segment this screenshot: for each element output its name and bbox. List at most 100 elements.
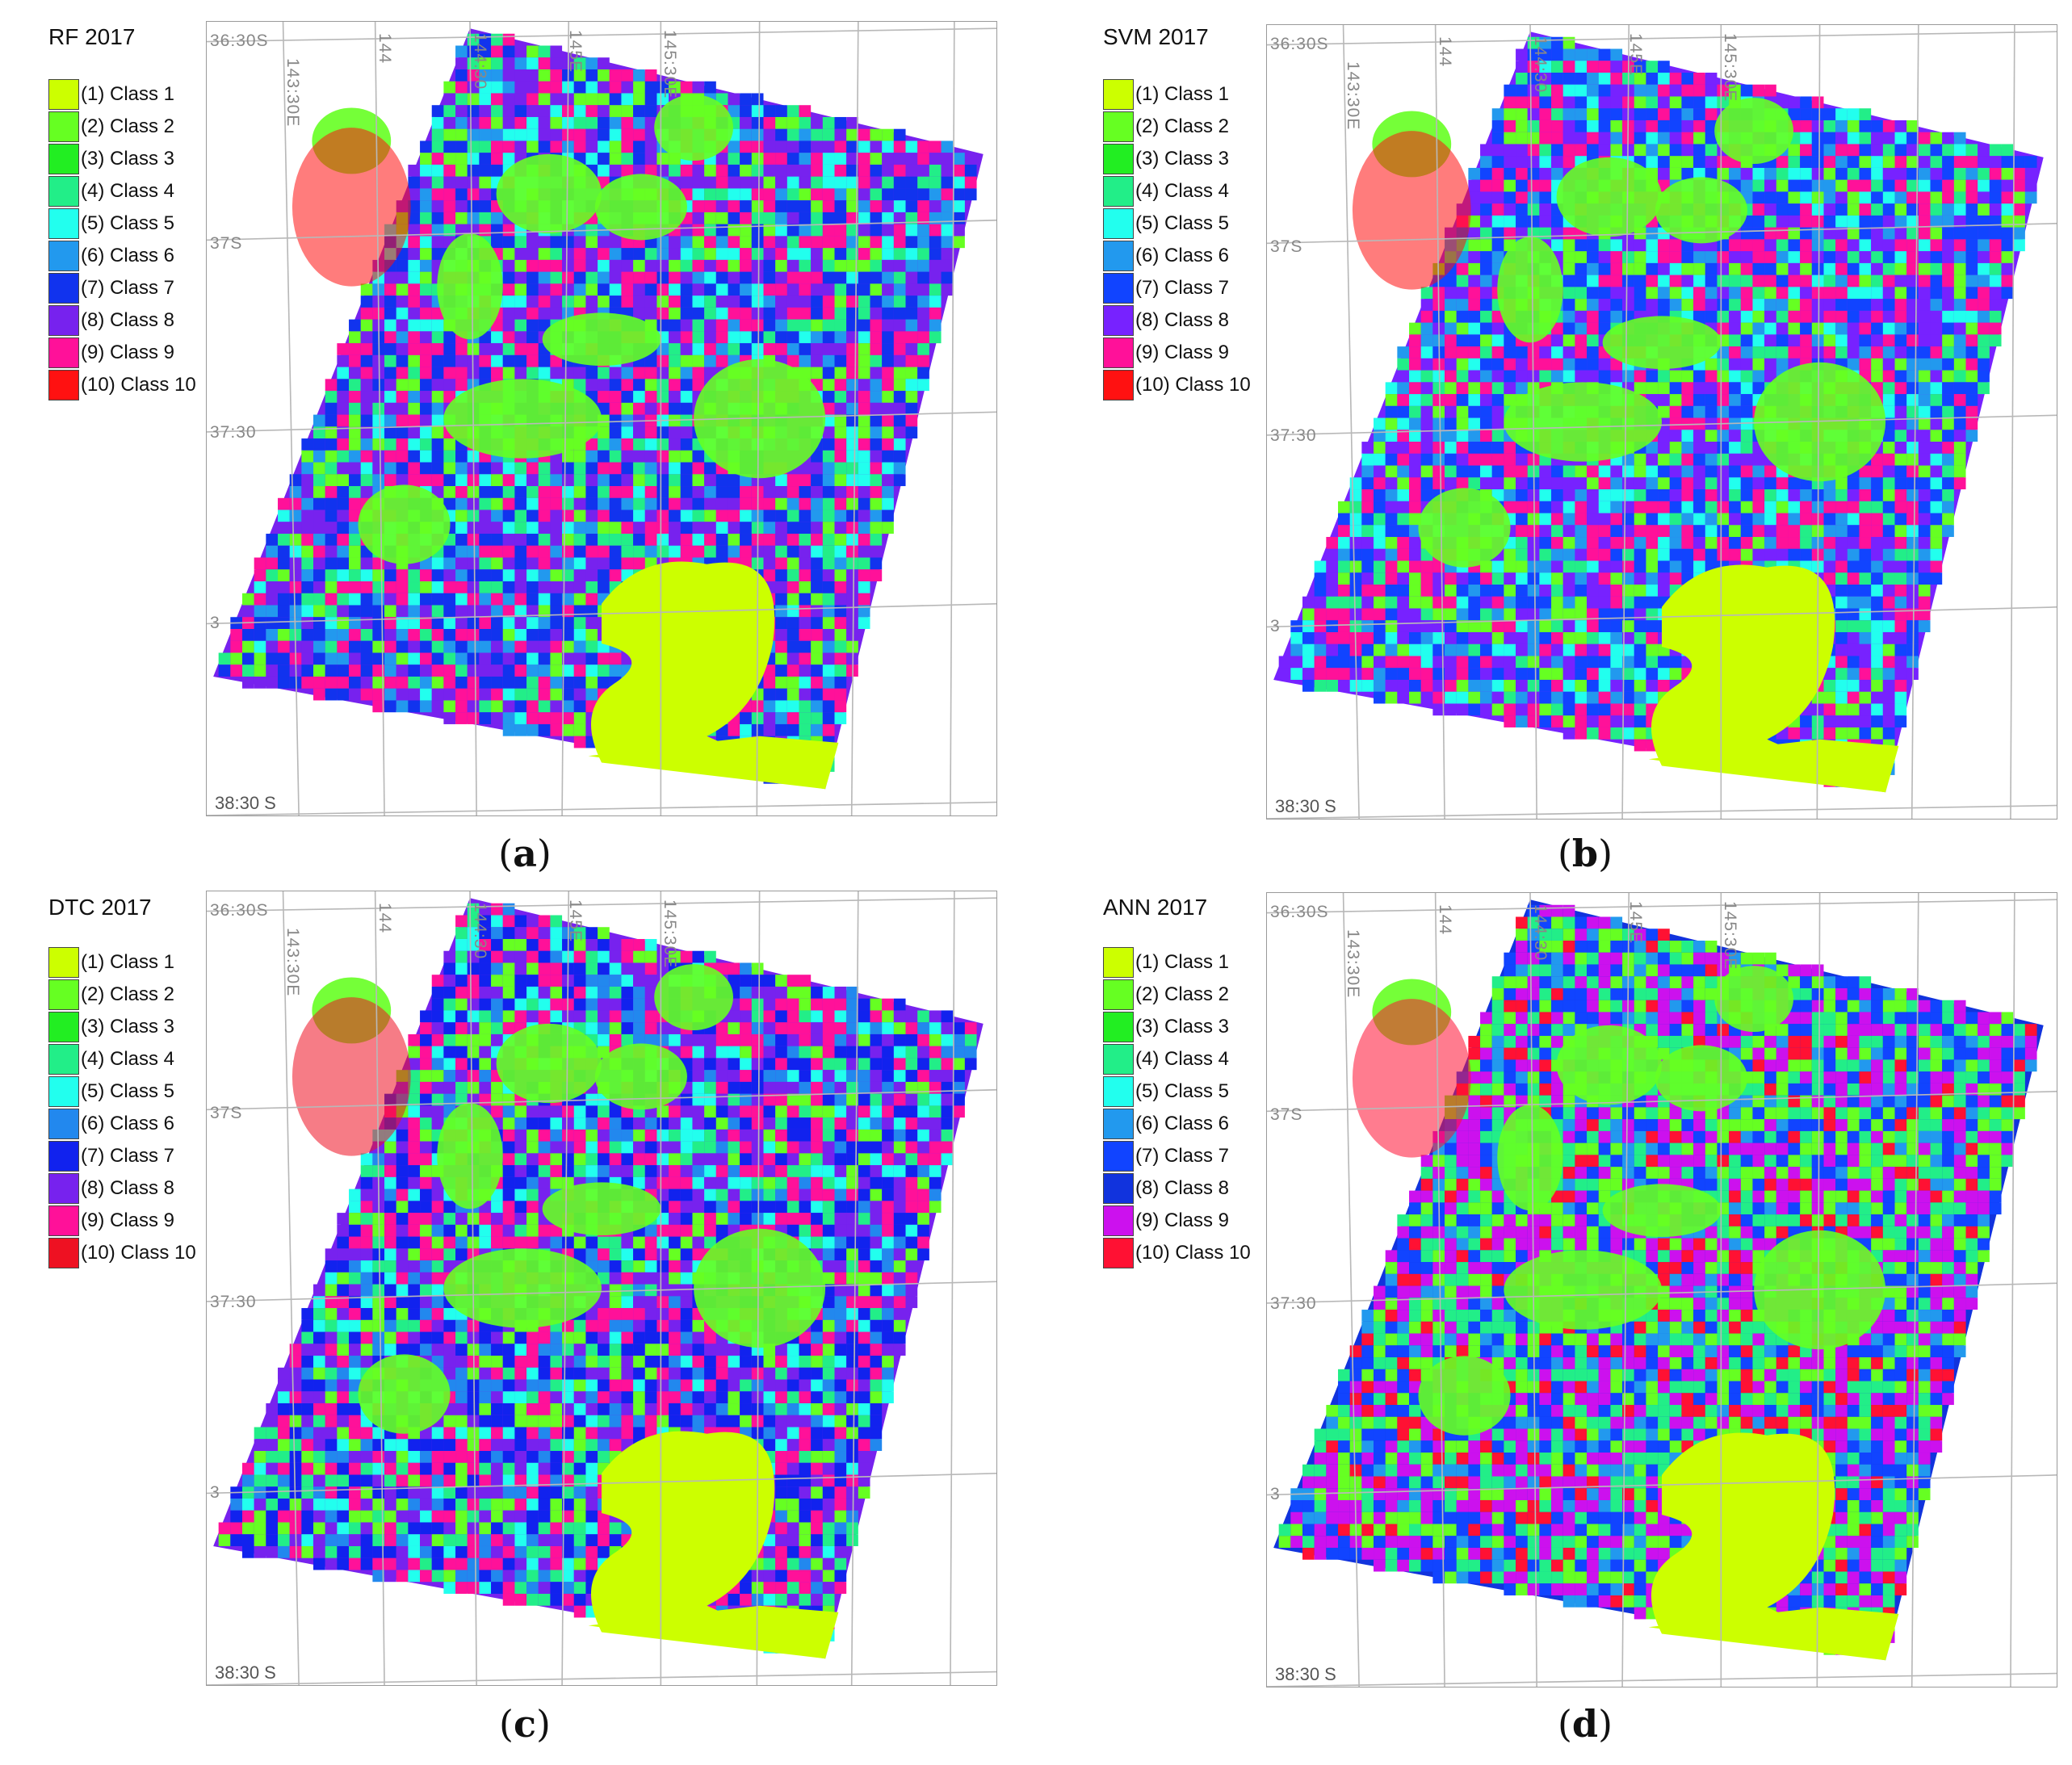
map-cell: [1587, 525, 1599, 538]
map-cell: [289, 581, 302, 593]
map-cell: [573, 81, 586, 94]
map-cell: [728, 296, 740, 308]
map-cell: [1681, 453, 1694, 466]
map-cell: [2013, 203, 2025, 216]
map-cell: [337, 486, 350, 498]
map-cell: [1752, 453, 1765, 466]
map-cell: [1587, 239, 1599, 252]
map-cell: [1918, 191, 1931, 204]
map-cell: [633, 534, 645, 546]
map-cell: [858, 283, 870, 296]
map-cell: [1764, 525, 1776, 538]
map-cell: [526, 486, 539, 498]
map-cell: [254, 581, 266, 593]
map-cell: [1871, 596, 1883, 609]
map-cell: [1516, 596, 1528, 609]
legend-label: (5) Class 5: [81, 212, 175, 234]
map-cell: [1562, 513, 1575, 526]
map-cell: [704, 462, 716, 475]
map-cell: [585, 93, 598, 106]
map-cell: [1764, 358, 1776, 371]
map-cell: [301, 438, 314, 451]
map-cell: [1610, 84, 1623, 97]
map-cell: [1539, 191, 1552, 204]
map-cell: [514, 69, 527, 82]
map-cell: [455, 176, 468, 189]
map-cell: [751, 343, 764, 355]
map-cell: [704, 224, 716, 237]
map-cell: [467, 593, 480, 606]
map-cell: [1906, 394, 1919, 406]
map-cell: [1551, 156, 1563, 168]
map-cell: [1705, 548, 1718, 561]
map-cell: [811, 354, 823, 367]
map-cell: [1705, 108, 1718, 120]
map-cell: [1397, 465, 1410, 478]
map-cell: [573, 652, 586, 665]
map-cell: [1669, 513, 1682, 526]
map-cell: [1942, 310, 1954, 323]
map-cell: [573, 688, 586, 701]
map-cell: [621, 438, 634, 451]
map-cell: [1575, 262, 1588, 275]
map-cell: [479, 497, 492, 510]
map-cell: [1800, 525, 1812, 538]
map-cell: [1551, 501, 1563, 514]
map-cell: [1575, 48, 1588, 61]
map-cell: [1669, 275, 1682, 287]
map-cell: [585, 640, 598, 653]
map-cell: [443, 664, 456, 677]
map-cell: [763, 569, 776, 582]
map-cell: [692, 319, 705, 332]
map-cell: [1752, 215, 1765, 228]
map-cell: [1882, 310, 1895, 323]
map-cell: [858, 354, 870, 367]
map-cell: [420, 176, 432, 189]
map-cell: [1669, 394, 1682, 406]
map-cell: [420, 367, 432, 379]
map-cell: [585, 628, 598, 641]
map-cell: [1882, 477, 1895, 490]
map-cell: [1634, 72, 1646, 85]
map-cell: [502, 57, 515, 69]
map-cell: [692, 367, 705, 379]
map-cell: [1989, 144, 2002, 157]
map-cell: [799, 105, 812, 117]
map-cell: [656, 93, 669, 106]
map-cell: [1918, 299, 1931, 311]
map-cell: [585, 688, 598, 701]
map-cell: [479, 581, 492, 593]
map-cell: [834, 283, 847, 296]
map-cell: [763, 497, 776, 510]
map-cell: [1752, 167, 1765, 180]
map-cell: [1717, 405, 1730, 418]
map-cell: [1800, 119, 1812, 132]
map-cell: [1480, 239, 1492, 252]
map-cell: [1859, 477, 1872, 490]
map-cell: [1823, 251, 1836, 263]
map-cell: [1658, 119, 1670, 132]
map-cell: [431, 212, 444, 224]
map-cell: [834, 652, 847, 665]
map-cell: [1953, 465, 1966, 478]
map-cell: [656, 296, 669, 308]
map-cell: [1729, 167, 1741, 180]
map-cell: [301, 628, 314, 641]
map-cell: [858, 486, 870, 498]
map-cell: [1811, 203, 1824, 216]
map-cell: [337, 426, 350, 439]
map-cell: [573, 93, 586, 106]
map-cell: [337, 688, 350, 701]
map-cell: [1882, 358, 1895, 371]
map-cell: [1835, 156, 1848, 168]
map-cell: [479, 212, 492, 224]
map-cell: [1800, 144, 1812, 157]
classification-map: [207, 22, 996, 815]
map-cell: [502, 569, 515, 582]
map-cell: [467, 164, 480, 177]
map-cell: [633, 438, 645, 451]
map-cell: [1764, 548, 1776, 561]
map-cell: [526, 534, 539, 546]
map-cell: [1882, 405, 1895, 418]
map-cell: [882, 307, 894, 320]
